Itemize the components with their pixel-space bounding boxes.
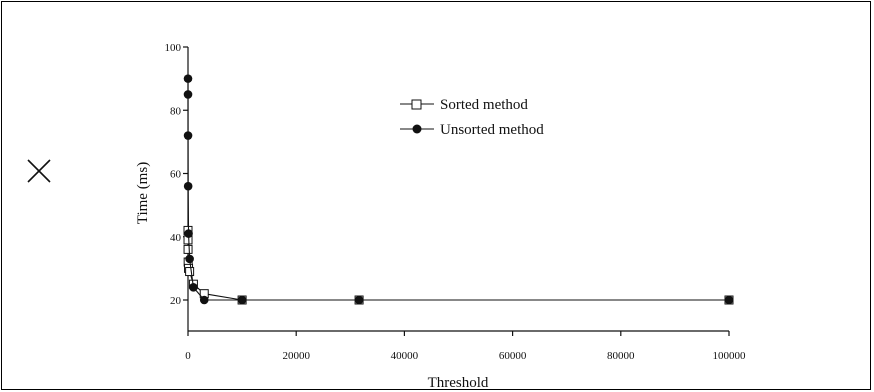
y-tick-label: 80 [170, 105, 182, 117]
legend-marker-circle [412, 124, 422, 134]
series-line [187, 230, 729, 301]
y-tick-label: 60 [170, 169, 182, 181]
legend: Sorted method Unsorted method [400, 97, 544, 138]
close-x-icon[interactable] [26, 158, 52, 184]
data-point-circle [189, 283, 198, 292]
data-point-circle [183, 181, 193, 191]
data-point-square [185, 267, 195, 277]
axes: 20 40 60 80 100 0 20000 40000 60000 80000 100000 [165, 42, 747, 362]
x-tick-label: 0 [185, 350, 191, 362]
data-point-circle [183, 131, 193, 140]
data-point-circle [183, 74, 193, 83]
x-axis-title: Threshold [428, 375, 489, 391]
x-tick-label: 80000 [607, 350, 635, 362]
y-tick-label: 100 [165, 42, 182, 54]
y-tick-label: 40 [170, 232, 182, 244]
x-tick-label: 20000 [282, 350, 310, 362]
data-point-circle [184, 229, 193, 238]
x-tick-label: 40000 [391, 350, 419, 362]
series-layer [183, 74, 734, 305]
legend-label: Unsorted method [440, 122, 544, 138]
data-point-circle [185, 254, 194, 264]
y-tick-label: 20 [170, 295, 182, 307]
x-tick-label: 100000 [713, 350, 747, 362]
x-tick-label: 60000 [499, 350, 527, 362]
data-point-circle [354, 295, 364, 305]
data-point-circle [183, 90, 193, 99]
data-point-circle [237, 295, 247, 305]
data-point-circle [724, 295, 734, 305]
data-point-square [183, 244, 193, 254]
legend-marker-square [411, 99, 422, 110]
data-point-circle [199, 295, 209, 305]
legend-label: Sorted method [440, 97, 528, 113]
y-axis-title: Time (ms) [135, 162, 151, 224]
